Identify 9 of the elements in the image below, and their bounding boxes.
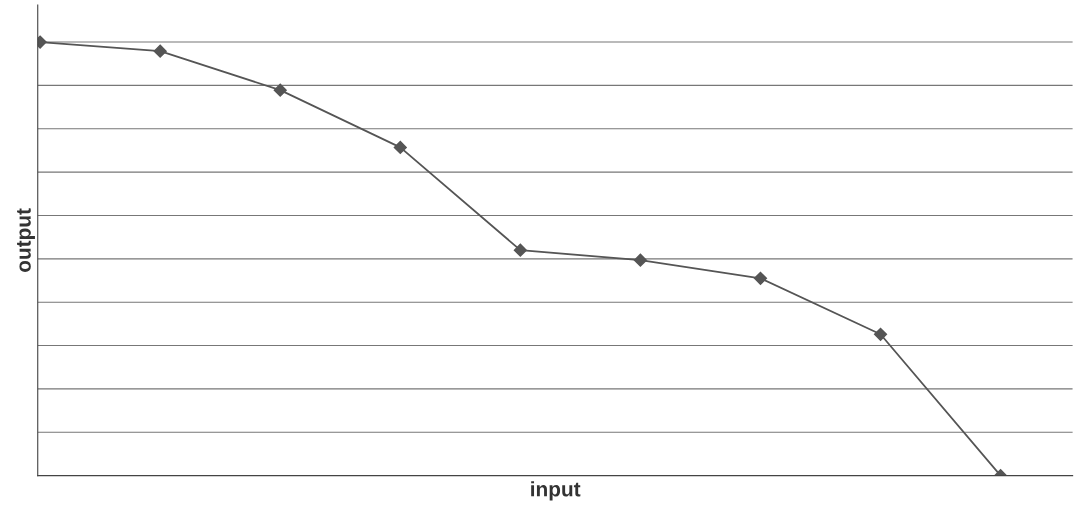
x-axis-title: input: [531, 481, 581, 501]
point: [513, 243, 527, 257]
point: [873, 327, 888, 341]
point: [753, 271, 768, 285]
point: [633, 253, 647, 267]
point: [393, 140, 407, 154]
y-axis-title: output: [17, 208, 35, 272]
point: [153, 44, 167, 58]
point: [273, 83, 287, 97]
